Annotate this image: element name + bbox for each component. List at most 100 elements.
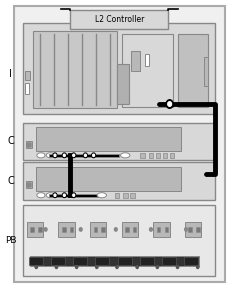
Bar [131, 51, 140, 71]
Bar [95, 256, 110, 265]
Circle shape [72, 153, 76, 158]
Bar [178, 34, 208, 107]
Circle shape [62, 193, 66, 198]
Bar [162, 256, 176, 265]
Bar [139, 256, 154, 265]
Bar [26, 182, 31, 187]
Bar [125, 227, 129, 232]
Circle shape [54, 154, 56, 156]
Bar [185, 222, 201, 237]
Bar [30, 227, 34, 232]
Bar [26, 142, 31, 147]
Bar [49, 154, 119, 157]
Text: L2 Controller: L2 Controller [95, 15, 144, 24]
Bar [94, 227, 97, 232]
Bar [140, 153, 145, 158]
Bar [70, 227, 73, 232]
Bar [27, 222, 43, 237]
Bar [204, 57, 208, 86]
Bar [133, 227, 136, 232]
Bar [149, 153, 153, 158]
Bar [33, 31, 117, 108]
Bar [122, 222, 138, 237]
Circle shape [73, 154, 75, 156]
Circle shape [93, 154, 95, 156]
Bar [58, 222, 75, 237]
Circle shape [63, 154, 65, 156]
Bar [90, 222, 106, 237]
Bar [157, 227, 160, 232]
Circle shape [96, 266, 98, 268]
Bar [156, 153, 160, 158]
Bar [188, 227, 192, 232]
Bar [115, 193, 119, 198]
Bar [23, 123, 215, 160]
Circle shape [168, 102, 172, 106]
Circle shape [72, 193, 76, 198]
Bar [49, 194, 101, 197]
Bar [23, 205, 215, 276]
Bar [123, 193, 128, 198]
Circle shape [53, 153, 57, 158]
Bar [38, 227, 42, 232]
Circle shape [150, 228, 152, 231]
Bar [29, 256, 43, 265]
Bar [30, 256, 199, 266]
Ellipse shape [37, 193, 45, 198]
Circle shape [73, 194, 75, 196]
Bar [130, 193, 135, 198]
Circle shape [136, 266, 138, 268]
Text: C: C [7, 136, 14, 146]
Bar [25, 83, 29, 94]
Bar [117, 256, 132, 265]
Bar [73, 256, 88, 265]
Circle shape [76, 266, 78, 268]
Bar [196, 227, 200, 232]
Text: I: I [9, 69, 12, 79]
Bar [36, 167, 181, 191]
Bar [163, 153, 167, 158]
Circle shape [197, 266, 199, 268]
Ellipse shape [121, 153, 130, 158]
Circle shape [166, 100, 173, 108]
Bar [36, 127, 181, 151]
Circle shape [35, 266, 37, 268]
Bar [26, 181, 32, 188]
Circle shape [84, 153, 87, 158]
Circle shape [156, 266, 159, 268]
Bar [170, 153, 174, 158]
Bar [165, 227, 168, 232]
Bar [25, 71, 30, 80]
Bar [23, 23, 215, 114]
Bar [23, 162, 215, 200]
Bar [26, 141, 32, 148]
Bar [62, 227, 66, 232]
Bar [153, 222, 170, 237]
Circle shape [114, 228, 117, 231]
Bar [101, 227, 105, 232]
Circle shape [53, 193, 57, 198]
Circle shape [63, 194, 65, 196]
Bar [51, 256, 65, 265]
Circle shape [55, 266, 58, 268]
Circle shape [54, 194, 56, 196]
Ellipse shape [46, 153, 55, 158]
Circle shape [62, 153, 66, 158]
Ellipse shape [46, 193, 55, 198]
Bar [184, 256, 198, 265]
Circle shape [176, 266, 179, 268]
Circle shape [92, 153, 95, 158]
Circle shape [79, 228, 82, 231]
Circle shape [44, 228, 47, 231]
Text: PB: PB [5, 236, 16, 245]
Circle shape [185, 228, 187, 231]
Bar [122, 34, 173, 107]
Bar [145, 54, 149, 66]
Ellipse shape [37, 153, 45, 158]
Ellipse shape [97, 193, 106, 198]
Circle shape [116, 266, 118, 268]
Bar [117, 64, 129, 104]
Bar [70, 10, 168, 29]
Text: C: C [7, 176, 14, 186]
Circle shape [84, 154, 86, 156]
